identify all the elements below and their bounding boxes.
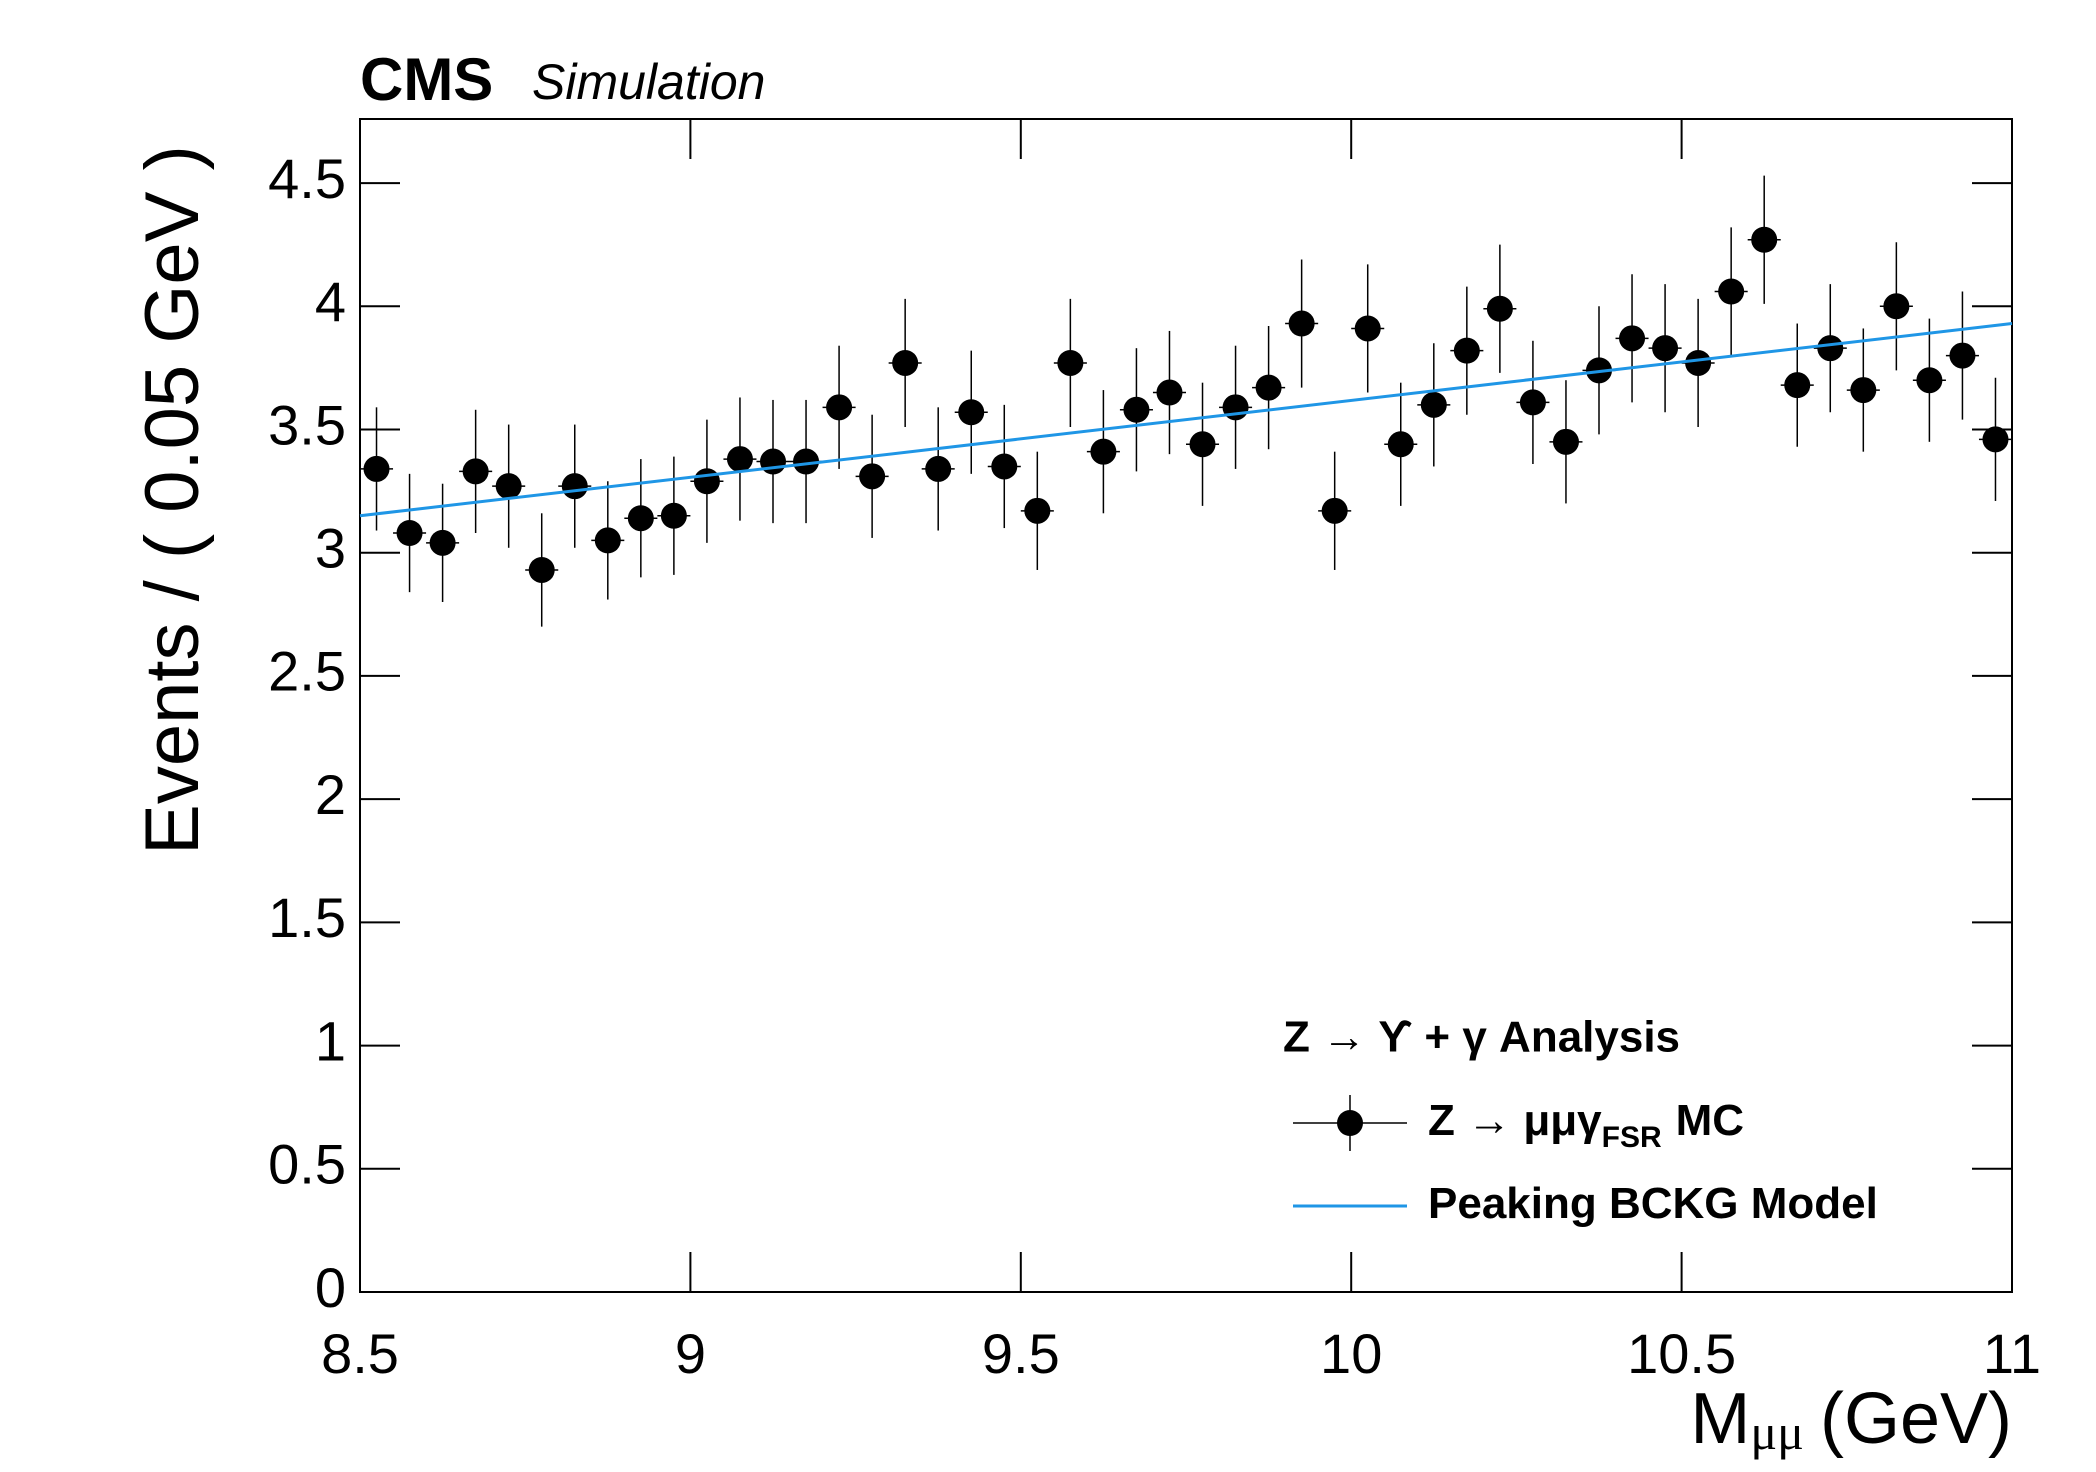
data-point xyxy=(826,394,853,421)
data-point xyxy=(1552,428,1579,455)
legend-name: Z → μμγ xyxy=(1428,1096,1602,1145)
data-point xyxy=(1784,372,1811,399)
x-tick-label: 8.5 xyxy=(321,1322,399,1385)
fit-line xyxy=(359,322,2013,518)
data-point xyxy=(1354,315,1381,342)
data-point xyxy=(1685,349,1712,376)
data-point xyxy=(859,463,886,490)
data-point xyxy=(1024,497,1051,524)
legend-label: Peaking BCKG Model xyxy=(1428,1179,1878,1228)
data-point xyxy=(1817,335,1844,362)
data-point xyxy=(1321,497,1348,524)
data-point xyxy=(693,468,720,495)
x-tick-label: 9 xyxy=(675,1322,706,1385)
data-point xyxy=(627,505,654,532)
y-axis-label: Events / ( 0.05 GeV ) xyxy=(130,145,215,855)
legend-name-suffix: MC xyxy=(1676,1096,1744,1145)
data-point xyxy=(958,399,985,426)
data-point xyxy=(660,502,687,529)
y-tick-label: 2.5 xyxy=(268,640,346,703)
data-point xyxy=(1156,379,1183,406)
data-point xyxy=(495,473,522,500)
data-point xyxy=(1916,367,1943,394)
data-point xyxy=(760,448,786,475)
x-tick-label: 9.5 xyxy=(982,1322,1060,1385)
data-point xyxy=(528,556,555,583)
legend-label: Z → μμγFSR MC xyxy=(1428,1096,1744,1154)
data-point xyxy=(991,453,1018,480)
y-tick-label: 1 xyxy=(315,1009,346,1072)
data-point xyxy=(1949,342,1976,369)
data-point xyxy=(561,473,588,500)
data-point xyxy=(462,458,489,485)
data-point xyxy=(1189,431,1216,458)
legend-name: Peaking BCKG Model xyxy=(1428,1179,1878,1228)
data-point xyxy=(363,455,390,482)
data-point xyxy=(892,349,919,376)
y-tick-label: 3 xyxy=(315,517,346,580)
data-point xyxy=(1718,278,1745,305)
data-point xyxy=(1387,431,1414,458)
legend-name-sub: FSR xyxy=(1602,1121,1662,1154)
data-point xyxy=(594,527,621,554)
x-tick-label: 10.5 xyxy=(1627,1322,1736,1385)
y-tick-label: 3.5 xyxy=(268,393,346,456)
legend-title: Z → ϒ + γ Analysis xyxy=(1283,1013,1680,1062)
data-point xyxy=(396,520,423,546)
data-point xyxy=(1519,389,1546,416)
y-tick-label: 0.5 xyxy=(268,1133,346,1196)
x-tick-label: 10 xyxy=(1320,1322,1382,1385)
y-tick-label: 2 xyxy=(315,763,346,826)
data-point xyxy=(793,448,820,475)
data-point xyxy=(1123,396,1150,423)
y-tick-label: 1.5 xyxy=(268,886,346,949)
data-point xyxy=(1255,374,1282,401)
data-point xyxy=(1652,335,1679,362)
x-tick-label: 11 xyxy=(1983,1322,2041,1385)
data-point xyxy=(1486,295,1513,322)
y-tick-label: 4.5 xyxy=(268,147,346,210)
data-point xyxy=(1453,337,1480,364)
plot-frame xyxy=(359,118,2013,1293)
data-point xyxy=(1850,377,1877,404)
data-point xyxy=(1751,226,1778,253)
data-point xyxy=(1883,293,1910,320)
data-point xyxy=(1288,310,1315,337)
brand: CMS xyxy=(360,46,493,113)
data-point xyxy=(1619,325,1646,352)
subtitle: Simulation xyxy=(532,54,765,110)
x-axis-label: Mμμ (GeV) xyxy=(1690,1379,2012,1460)
data-point xyxy=(925,455,952,482)
data-point xyxy=(429,529,456,556)
data-point xyxy=(1090,438,1117,465)
y-tick-label: 0 xyxy=(315,1256,346,1319)
data-point xyxy=(726,446,753,473)
data-point xyxy=(1057,349,1084,376)
y-tick-label: 4 xyxy=(315,270,346,333)
data-point xyxy=(1982,426,2009,453)
legend-swatch xyxy=(1337,1110,1363,1136)
data-point xyxy=(1420,391,1447,418)
